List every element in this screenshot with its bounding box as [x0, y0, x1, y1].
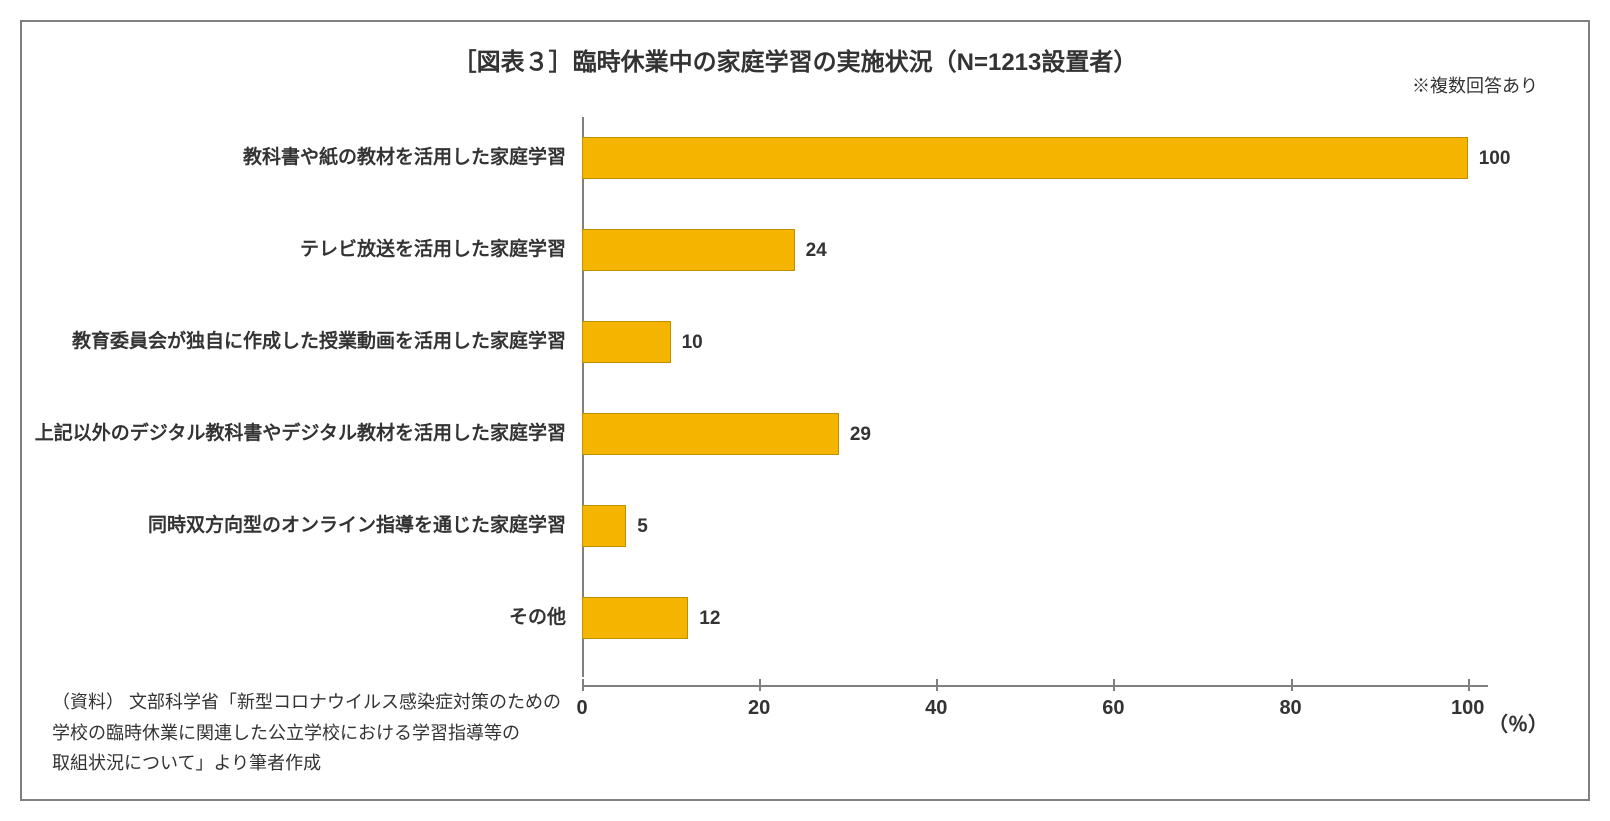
source-line: 学校の臨時休業に関連した公立学校における学習指導等の — [52, 718, 561, 749]
x-tick-label: 100 — [1451, 697, 1484, 720]
x-axis: 020406080100 （％） — [582, 685, 1488, 687]
source-line: 取組状況について」より筆者作成 — [52, 748, 561, 779]
bar: 12 — [582, 597, 688, 639]
category-label: 同時双方向型のオンライン指導を通じた家庭学習 — [148, 505, 582, 547]
bar-row: 同時双方向型のオンライン指導を通じた家庭学習5 — [582, 505, 626, 547]
x-tick — [1468, 679, 1470, 691]
x-tick — [1291, 679, 1293, 691]
bar-value-label: 29 — [838, 414, 871, 456]
chart-container: ［図表３］臨時休業中の家庭学習の実施状況（N=1213設置者） ※複数回答あり … — [20, 20, 1590, 801]
x-tick-label: 40 — [925, 697, 947, 720]
bar: 5 — [582, 505, 626, 547]
chart-title: ［図表３］臨時休業中の家庭学習の実施状況（N=1213設置者） — [42, 42, 1548, 77]
chart-note: ※複数回答あり — [1412, 72, 1538, 98]
category-label: テレビ放送を活用した家庭学習 — [300, 229, 582, 271]
bar-value-label: 24 — [794, 230, 827, 272]
category-label: 教育委員会が独自に作成した授業動画を活用した家庭学習 — [72, 321, 582, 363]
bar-value-label: 12 — [687, 598, 720, 640]
category-label: 教科書や紙の教材を活用した家庭学習 — [243, 137, 582, 179]
bar-value-label: 10 — [670, 322, 703, 364]
x-tick — [1113, 679, 1115, 691]
bar-row: 教科書や紙の教材を活用した家庭学習100 — [582, 137, 1468, 179]
bar-row: テレビ放送を活用した家庭学習24 — [582, 229, 795, 271]
bar-value-label: 100 — [1467, 138, 1511, 180]
plot-area: 教科書や紙の教材を活用した家庭学習100 テレビ放送を活用した家庭学習24 教育委員… — [582, 117, 1488, 677]
x-tick-label: 20 — [748, 697, 770, 720]
bar-row: 教育委員会が独自に作成した授業動画を活用した家庭学習10 — [582, 321, 671, 363]
bar-row: その他12 — [582, 597, 688, 639]
bar: 29 — [582, 413, 839, 455]
category-label: 上記以外のデジタル教科書やデジタル教材を活用した家庭学習 — [35, 413, 582, 455]
bar: 10 — [582, 321, 671, 363]
y-axis-line — [582, 117, 584, 677]
category-label: その他 — [509, 597, 582, 639]
x-tick-label: 80 — [1279, 697, 1301, 720]
x-tick — [936, 679, 938, 691]
source-line: （資料） 文部科学省「新型コロナウイルス感染症対策のための — [52, 687, 561, 718]
source-note: （資料） 文部科学省「新型コロナウイルス感染症対策のための 学校の臨時休業に関連… — [52, 687, 561, 779]
x-tick — [759, 679, 761, 691]
x-tick-label: 0 — [576, 697, 587, 720]
x-axis-unit: （％） — [1488, 708, 1548, 737]
bar: 100 — [582, 137, 1468, 179]
x-tick-label: 60 — [1102, 697, 1124, 720]
bar: 24 — [582, 229, 795, 271]
bar-value-label: 5 — [625, 506, 648, 548]
x-tick — [582, 679, 584, 691]
bar-row: 上記以外のデジタル教科書やデジタル教材を活用した家庭学習29 — [582, 413, 839, 455]
